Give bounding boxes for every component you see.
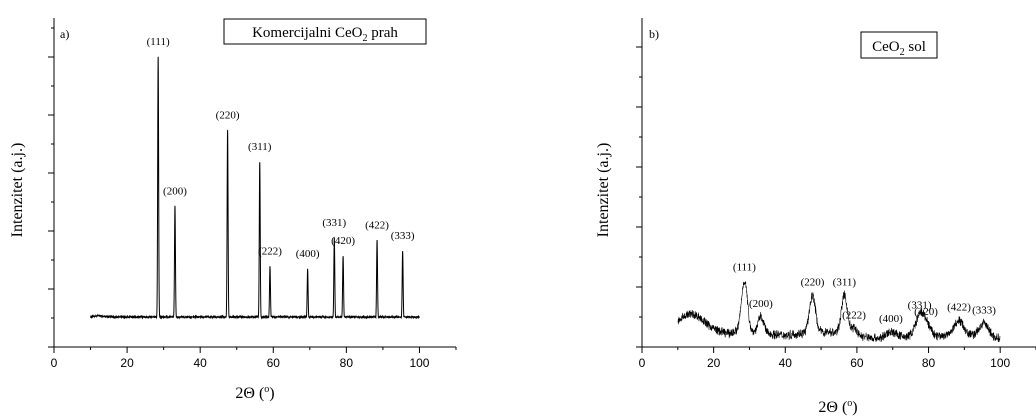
- peak-label: (333): [391, 230, 415, 242]
- peak-label: (333): [972, 305, 996, 317]
- peak-label: (111): [733, 262, 756, 274]
- peak-label: (422): [365, 219, 389, 231]
- x-axis-title: 2Θ (o): [235, 384, 274, 402]
- peak-label: (311): [248, 141, 272, 153]
- peak-label: (400): [296, 248, 320, 260]
- y-axis-title: Intenzitet (a.j.): [9, 143, 26, 238]
- x-tick-label: 80: [340, 356, 354, 370]
- x-tick-label: 0: [51, 356, 58, 370]
- peak-label: (200): [749, 298, 773, 310]
- x-tick-label: 100: [409, 356, 429, 370]
- panel-b: 0 20 40 60 80 100 (111) (200) (220) (311) (222) (40…: [595, 18, 1036, 416]
- x-tick-label: 20: [120, 356, 134, 370]
- peak-label: (420): [331, 235, 355, 247]
- panel-letter: a): [60, 27, 69, 41]
- x-tick-label: 0: [639, 356, 646, 370]
- legend-box: [860, 31, 938, 59]
- peak-label: (111): [147, 36, 170, 48]
- peak-label: (222): [258, 246, 282, 258]
- x-tick-label: 40: [194, 356, 208, 370]
- xrd-pattern-line: [677, 281, 1001, 343]
- peak-label: (220): [801, 277, 825, 289]
- peak-label: (422): [947, 301, 971, 313]
- peak-label: (331): [908, 300, 932, 312]
- panel-letter: b): [649, 27, 659, 41]
- peak-label: (222): [842, 310, 866, 322]
- peak-label: (311): [833, 277, 857, 289]
- xrd-pattern-line: [90, 56, 420, 320]
- x-tick-label: 60: [850, 356, 864, 370]
- y-axis-title: Intenzitet (a.j.): [595, 143, 612, 238]
- legend-text: Komercijalni CeO2 prah: [252, 25, 398, 44]
- x-axis-title: 2Θ (o): [818, 398, 857, 416]
- x-tick-label: 20: [707, 356, 721, 370]
- x-tick-label: 40: [779, 356, 793, 370]
- legend-text: CeO2 sol: [872, 39, 926, 58]
- legend-box: [223, 18, 427, 45]
- x-tick-label: 80: [922, 356, 936, 370]
- peak-label: (200): [163, 185, 187, 197]
- x-tick-label: 60: [267, 356, 281, 370]
- x-tick-label: 100: [990, 356, 1010, 370]
- peak-label: (331): [322, 217, 346, 229]
- peak-label: (400): [879, 313, 903, 325]
- peak-label: (220): [216, 109, 240, 121]
- peak-label: (420): [914, 306, 938, 318]
- panel-a: 0 20 40 60 80 100 (111) (200) (220) (311) (222) (40…: [9, 18, 457, 402]
